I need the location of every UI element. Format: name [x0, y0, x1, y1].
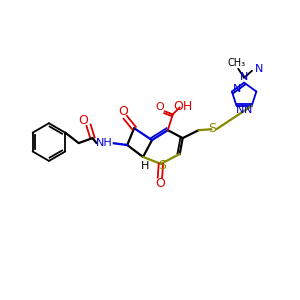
Text: N: N: [232, 84, 241, 94]
Text: O: O: [155, 102, 164, 112]
Text: N: N: [236, 105, 245, 115]
Text: N: N: [255, 64, 263, 74]
Text: H: H: [141, 161, 149, 171]
Text: S: S: [208, 122, 216, 135]
Text: S: S: [158, 159, 166, 172]
Text: O: O: [79, 114, 88, 127]
Text: O: O: [118, 105, 128, 118]
Text: NH: NH: [96, 138, 113, 148]
Text: OH: OH: [173, 100, 192, 113]
Text: O: O: [155, 177, 165, 190]
Text: N: N: [244, 105, 252, 115]
Text: N: N: [240, 72, 248, 82]
Text: CH₃: CH₃: [227, 58, 245, 68]
